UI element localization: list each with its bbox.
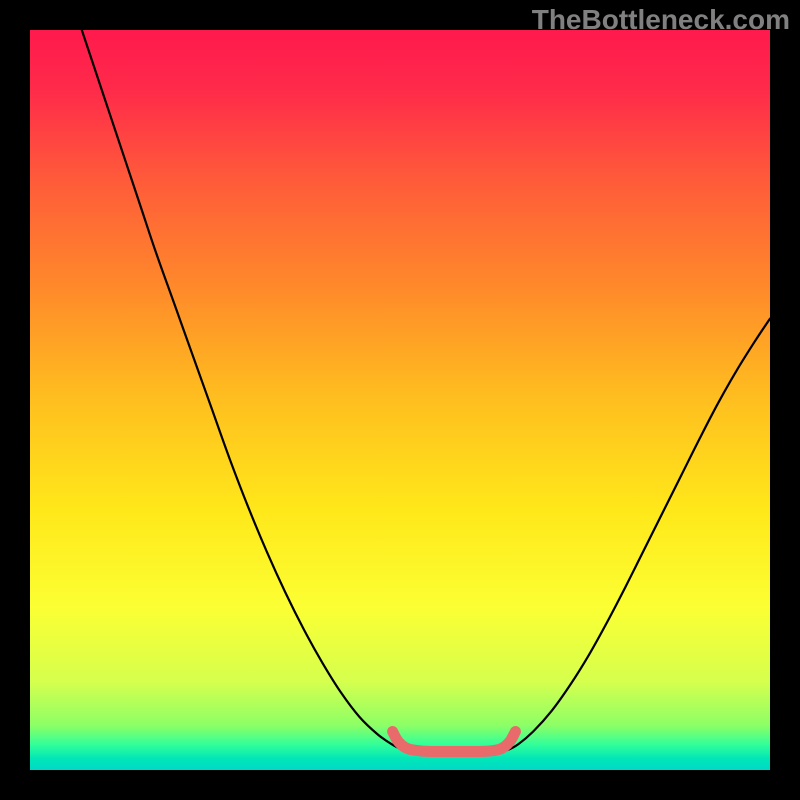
gradient-background <box>30 30 770 770</box>
chart-plot-area <box>30 30 770 770</box>
chart-outer-frame: TheBottleneck.com <box>0 0 800 800</box>
chart-svg <box>30 30 770 770</box>
watermark-text: TheBottleneck.com <box>532 4 790 36</box>
